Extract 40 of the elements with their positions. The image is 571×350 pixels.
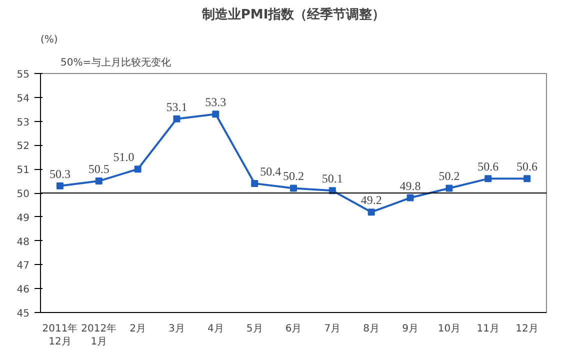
y-tick-label: 50: [16, 189, 30, 200]
x-tick-label: 2012年 1月: [81, 322, 117, 348]
data-label: 50.5: [88, 162, 110, 176]
x-tick-label: 2011年 12月: [42, 322, 78, 348]
x-tick-label: 7月: [324, 324, 341, 334]
x-tick-label: 4月: [207, 324, 224, 334]
x-tick-label: 9月: [402, 324, 418, 334]
x-tick-label: 6月: [285, 324, 302, 334]
x-tick-label: 5月: [246, 324, 263, 334]
data-label: 50.6: [478, 160, 499, 174]
data-label: 50.6: [516, 160, 538, 174]
data-label: 50.3: [49, 166, 70, 181]
y-tick-label: 52: [16, 141, 30, 152]
y-tick-label: 48: [16, 236, 30, 248]
data-label: 50.4: [260, 164, 282, 178]
x-tick-label: 11月: [476, 324, 500, 334]
data-label: 49.8: [400, 178, 421, 193]
data-label: 50.1: [322, 172, 343, 186]
data-label: 50.2: [438, 169, 460, 184]
y-tick-label: 54: [16, 93, 30, 104]
y-tick-label: 51: [16, 165, 30, 176]
y-tick-label: 45: [16, 308, 30, 320]
x-tick-label: 2月: [130, 324, 146, 334]
y-tick-label: 55: [16, 70, 30, 80]
data-label: 53.1: [166, 100, 188, 114]
y-tick-label: 47: [16, 260, 30, 272]
x-tick-label: 3月: [168, 324, 185, 334]
data-label: 50.2: [283, 169, 304, 184]
chart-title: 制造业PMI指数（经季节调整）: [200, 6, 386, 22]
y-axis-title: (%): [40, 34, 58, 46]
chart-subtitle: 50%=与上月比较无变化: [60, 56, 172, 68]
y-tick-label: 46: [16, 284, 30, 296]
y-tick-label: 49: [16, 212, 30, 224]
y-tick-label: 53: [16, 117, 30, 128]
data-label: 53.3: [205, 95, 226, 110]
x-tick-label: 10月: [438, 324, 461, 334]
data-label: 51.0: [113, 150, 134, 164]
x-tick-label: 12月: [516, 324, 538, 334]
data-label: 49.2: [360, 193, 382, 208]
x-tick-label: 8月: [363, 324, 380, 334]
